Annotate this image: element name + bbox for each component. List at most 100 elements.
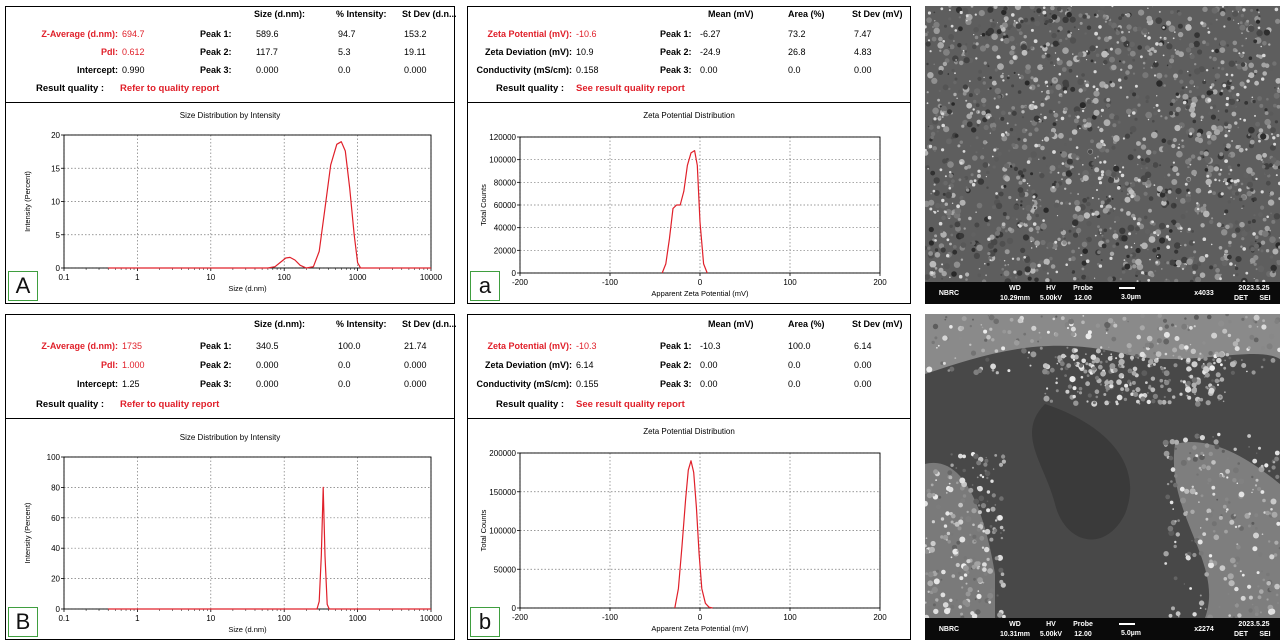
sem-probe-label: Probe <box>1073 621 1093 628</box>
series-line <box>108 486 431 610</box>
col-area-header: Area (%) <box>788 319 825 329</box>
x-tick-label: 100 <box>278 614 292 623</box>
x-tick-label: 10 <box>206 273 215 282</box>
peak-1-size: 589.6 <box>256 29 279 39</box>
zeta-deviation-label: Zeta Deviation (mV): <box>484 47 572 57</box>
sem-org: NBRC <box>938 626 960 633</box>
peak-1-sd: 21.74 <box>404 341 427 351</box>
plot-frame <box>63 456 432 610</box>
x-tick-label: 10 <box>206 614 215 623</box>
peak-3-size: 0.000 <box>256 65 279 75</box>
plot-frame <box>519 452 881 609</box>
sem-hv-value: 5.00kV <box>1039 631 1063 638</box>
sem-magnification: x2274 <box>1194 626 1214 633</box>
peak-3-label: Peak 3: <box>660 65 692 75</box>
conductivity-value: 0.155 <box>576 379 599 389</box>
result-quality-value: See result quality report <box>576 399 685 410</box>
intercept-value: 0.990 <box>122 65 145 75</box>
peak-3-sd: 0.000 <box>404 379 427 389</box>
y-tick-label: 40000 <box>494 224 517 233</box>
intercept-label: Intercept: <box>76 379 118 389</box>
peak-1-area: 100.0 <box>788 341 811 351</box>
sem-particles <box>925 314 1280 618</box>
y-tick-label: 60 <box>51 514 60 523</box>
peak-2-sd: 0.000 <box>404 360 427 370</box>
sem-probe-label: Probe <box>1073 285 1093 292</box>
dls-header: Size (d.nm): % Intensity: St Dev (d.n...… <box>6 315 457 419</box>
peak-3-intensity: 0.0 <box>338 379 351 389</box>
zeta-panel-b: Mean (mV) Area (%) St Dev (mV) Zeta Pote… <box>467 314 911 640</box>
sem-det-label: DET <box>1234 295 1248 302</box>
series-line <box>108 141 431 269</box>
y-tick-label: 80 <box>51 483 60 492</box>
chart-title: Zeta Potential Distribution <box>643 427 735 436</box>
sem-wd-value: 10.31mm <box>1000 631 1030 638</box>
conductivity-label: Conductivity (mS/cm): <box>476 65 572 75</box>
result-quality-value: Refer to quality report <box>120 83 220 94</box>
y-tick-label: 200000 <box>489 449 516 458</box>
sem-info-bar: NBRC WD 10.29mm HV 5.00kV Probe 12.00 3.… <box>925 282 1280 304</box>
sem-date: 2023.5.25 <box>1238 621 1270 628</box>
peak-3-area: 0.0 <box>788 379 801 389</box>
sem-image <box>925 314 1280 618</box>
zeta-deviation-value: 10.9 <box>576 47 594 57</box>
panel-label: B <box>8 607 38 637</box>
col-sd-header: St Dev (d.n... <box>402 319 457 329</box>
col-sd-header: St Dev (mV) <box>852 9 903 19</box>
y-tick-label: 150000 <box>489 488 516 497</box>
peak-2-sd: 0.00 <box>854 360 872 370</box>
peak-3-label: Peak 3: <box>200 379 232 389</box>
zeta-potential-label: Zeta Potential (mV): <box>487 29 572 39</box>
sem-scale-label: 3.0µm <box>1121 294 1141 301</box>
pdi-value: 1.000 <box>122 360 145 370</box>
x-axis-label: Size (d.nm) <box>228 284 267 293</box>
x-tick-label: 0 <box>698 613 703 622</box>
y-tick-label: 0 <box>512 269 517 278</box>
peak-2-area: 0.0 <box>788 360 801 370</box>
z-average-value: 694.7 <box>122 29 145 39</box>
peak-1-sd: 6.14 <box>854 341 872 351</box>
peak-3-sd: 0.00 <box>854 65 872 75</box>
y-tick-label: 0 <box>56 605 61 614</box>
sem-micrograph-1: NBRC WD 10.29mm HV 5.00kV Probe 12.00 3.… <box>925 6 1280 304</box>
peak-2-mean: -24.9 <box>700 47 721 57</box>
col-size-header: Size (d.nm): <box>254 319 305 329</box>
y-axis-label: Intensity (Percent) <box>23 171 32 232</box>
sem-mode: SEI <box>1259 295 1271 302</box>
x-tick-label: 200 <box>873 278 887 287</box>
x-tick-label: 1 <box>135 273 140 282</box>
scale-bar <box>1119 287 1135 289</box>
zeta-distribution-chart: -200 -100 0 100 200 0 50000 100000 150000 200000 A… <box>479 449 887 633</box>
peak-1-label: Peak 1: <box>660 29 692 39</box>
y-tick-label: 40 <box>51 544 60 553</box>
sem-info-bar: NBRC WD 10.31mm HV 5.00kV Probe 12.00 5.… <box>925 618 1280 640</box>
x-tick-label: 100 <box>783 278 797 287</box>
y-axis-label: Total Counts <box>479 509 488 551</box>
x-axis-label: Size (d.nm) <box>228 625 267 634</box>
size-distribution-chart: 0.1 1 10 100 1000 10000 0 20 40 60 80 100 Size (d.nm… <box>23 453 443 634</box>
y-tick-label: 5 <box>56 231 61 240</box>
plot-frame <box>519 136 881 274</box>
result-quality-value: Refer to quality report <box>120 399 220 410</box>
col-mean-header: Mean (mV) <box>708 319 754 329</box>
result-quality-label: Result quality : <box>496 399 565 410</box>
zeta-deviation-value: 6.14 <box>576 360 594 370</box>
x-tick-label: -100 <box>602 278 619 287</box>
x-tick-label: 0 <box>698 278 703 287</box>
x-tick-label: 200 <box>873 613 887 622</box>
sem-hv-label: HV <box>1046 285 1056 292</box>
pdi-value: 0.612 <box>122 47 145 57</box>
col-sd-header: St Dev (d.n... <box>402 9 457 19</box>
intercept-label: Intercept: <box>76 65 118 75</box>
peak-1-sd: 7.47 <box>854 29 872 39</box>
panel-label: a <box>470 271 500 301</box>
sem-det-label: DET <box>1234 631 1248 638</box>
x-tick-label: 100 <box>783 613 797 622</box>
pdi-label: PdI: <box>101 360 118 370</box>
z-average-value: 1735 <box>122 341 143 351</box>
y-tick-label: 10 <box>51 198 60 207</box>
sem-scale-label: 5.0µm <box>1121 630 1141 637</box>
peak-2-mean: 0.00 <box>700 360 718 370</box>
peak-3-size: 0.000 <box>256 379 279 389</box>
zeta-potential-label: Zeta Potential (mV): <box>487 341 572 351</box>
